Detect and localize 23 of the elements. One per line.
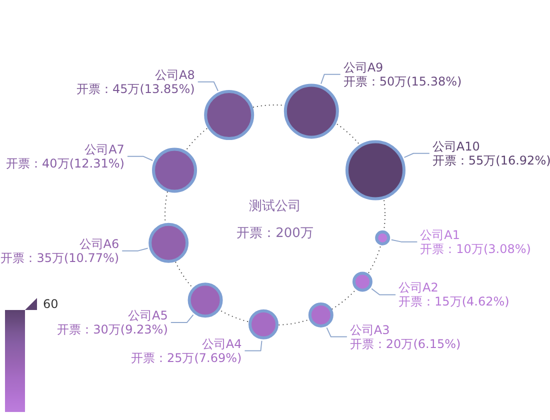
category-label: 公司A4 [202, 336, 242, 351]
data-label: 开票：25万(7.69%) [130, 350, 242, 365]
data-label: 开票：40万(12.31%) [6, 156, 124, 170]
data-label: 开票：55万(16.92%) [432, 153, 550, 168]
data-label: 开票：30万(9.23%) [57, 322, 168, 337]
category-label: 公司A9 [343, 60, 384, 74]
data-label: 开票：10万(3.08%) [420, 242, 531, 256]
category-label: 公司A8 [155, 68, 195, 82]
data-label: 开票：15万(4.62%) [398, 294, 510, 309]
data-label: 开票：20万(6.15%) [350, 336, 461, 351]
category-label: 公司A2 [398, 280, 438, 295]
category-label: 公司A1 [420, 228, 460, 242]
category-label: 公司A6 [79, 236, 120, 251]
text: 测试公司 [249, 199, 301, 214]
category-label: 公司A5 [128, 308, 168, 323]
data-label: 开票：35万(10.77%) [0, 250, 120, 265]
category-label: 公司A7 [84, 142, 124, 156]
category-label: 公司A10 [432, 139, 480, 154]
text: 开票：200万 [236, 226, 314, 241]
category-label: 公司A3 [350, 322, 390, 337]
data-label: 开票：50万(15.38%) [343, 74, 462, 88]
data-label: 开票：45万(13.85%) [76, 82, 195, 96]
text: 60 [43, 297, 58, 311]
